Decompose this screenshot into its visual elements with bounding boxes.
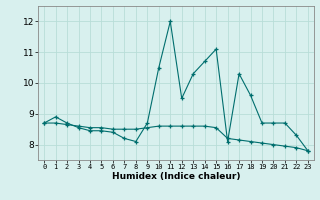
X-axis label: Humidex (Indice chaleur): Humidex (Indice chaleur)	[112, 172, 240, 181]
